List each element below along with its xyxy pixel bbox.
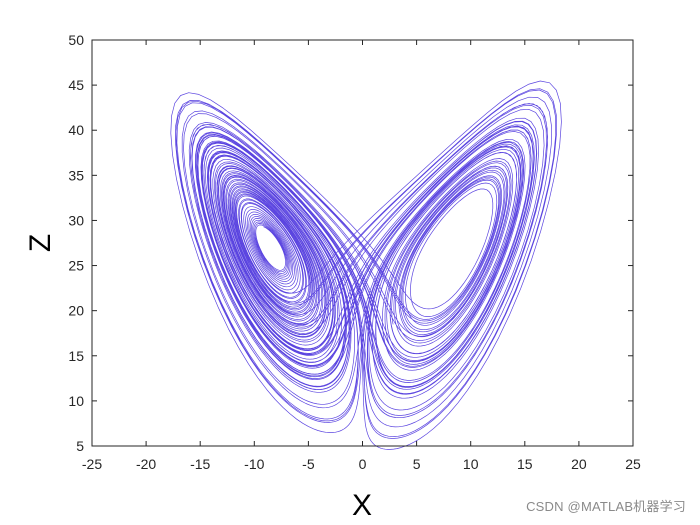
x-tick-label: -10 <box>244 456 264 472</box>
x-tick-label: 20 <box>571 456 587 472</box>
x-tick-label: -5 <box>302 456 315 472</box>
y-tick-label: 35 <box>68 167 84 183</box>
trajectory-line <box>170 80 562 450</box>
x-axis-label: X <box>352 489 372 522</box>
y-tick-label: 30 <box>68 212 84 228</box>
x-tick-label: 5 <box>413 456 421 472</box>
x-axis-ticks: -25 -20 -15 -10 -5 0 5 10 15 20 25 <box>82 40 641 472</box>
x-tick-label: -20 <box>136 456 156 472</box>
y-tick-label: 5 <box>76 438 84 454</box>
y-tick-label: 15 <box>68 348 84 364</box>
x-tick-label: -25 <box>82 456 102 472</box>
x-tick-label: 10 <box>463 456 479 472</box>
watermark: CSDN @MATLAB机器学习 <box>526 499 686 514</box>
y-tick-label: 45 <box>68 77 84 93</box>
x-tick-label: -15 <box>190 456 210 472</box>
y-tick-label: 50 <box>68 32 84 48</box>
y-axis-ticks: 5 10 15 20 25 30 35 40 45 50 <box>68 32 633 454</box>
y-tick-label: 10 <box>68 393 84 409</box>
x-tick-label: 0 <box>359 456 367 472</box>
y-axis-label: Z <box>24 234 57 252</box>
y-tick-label: 40 <box>68 122 84 138</box>
y-tick-label: 25 <box>68 258 84 274</box>
trajectory-layer <box>170 80 562 450</box>
y-tick-label: 20 <box>68 303 84 319</box>
x-tick-label: 15 <box>517 456 533 472</box>
x-tick-label: 25 <box>625 456 641 472</box>
